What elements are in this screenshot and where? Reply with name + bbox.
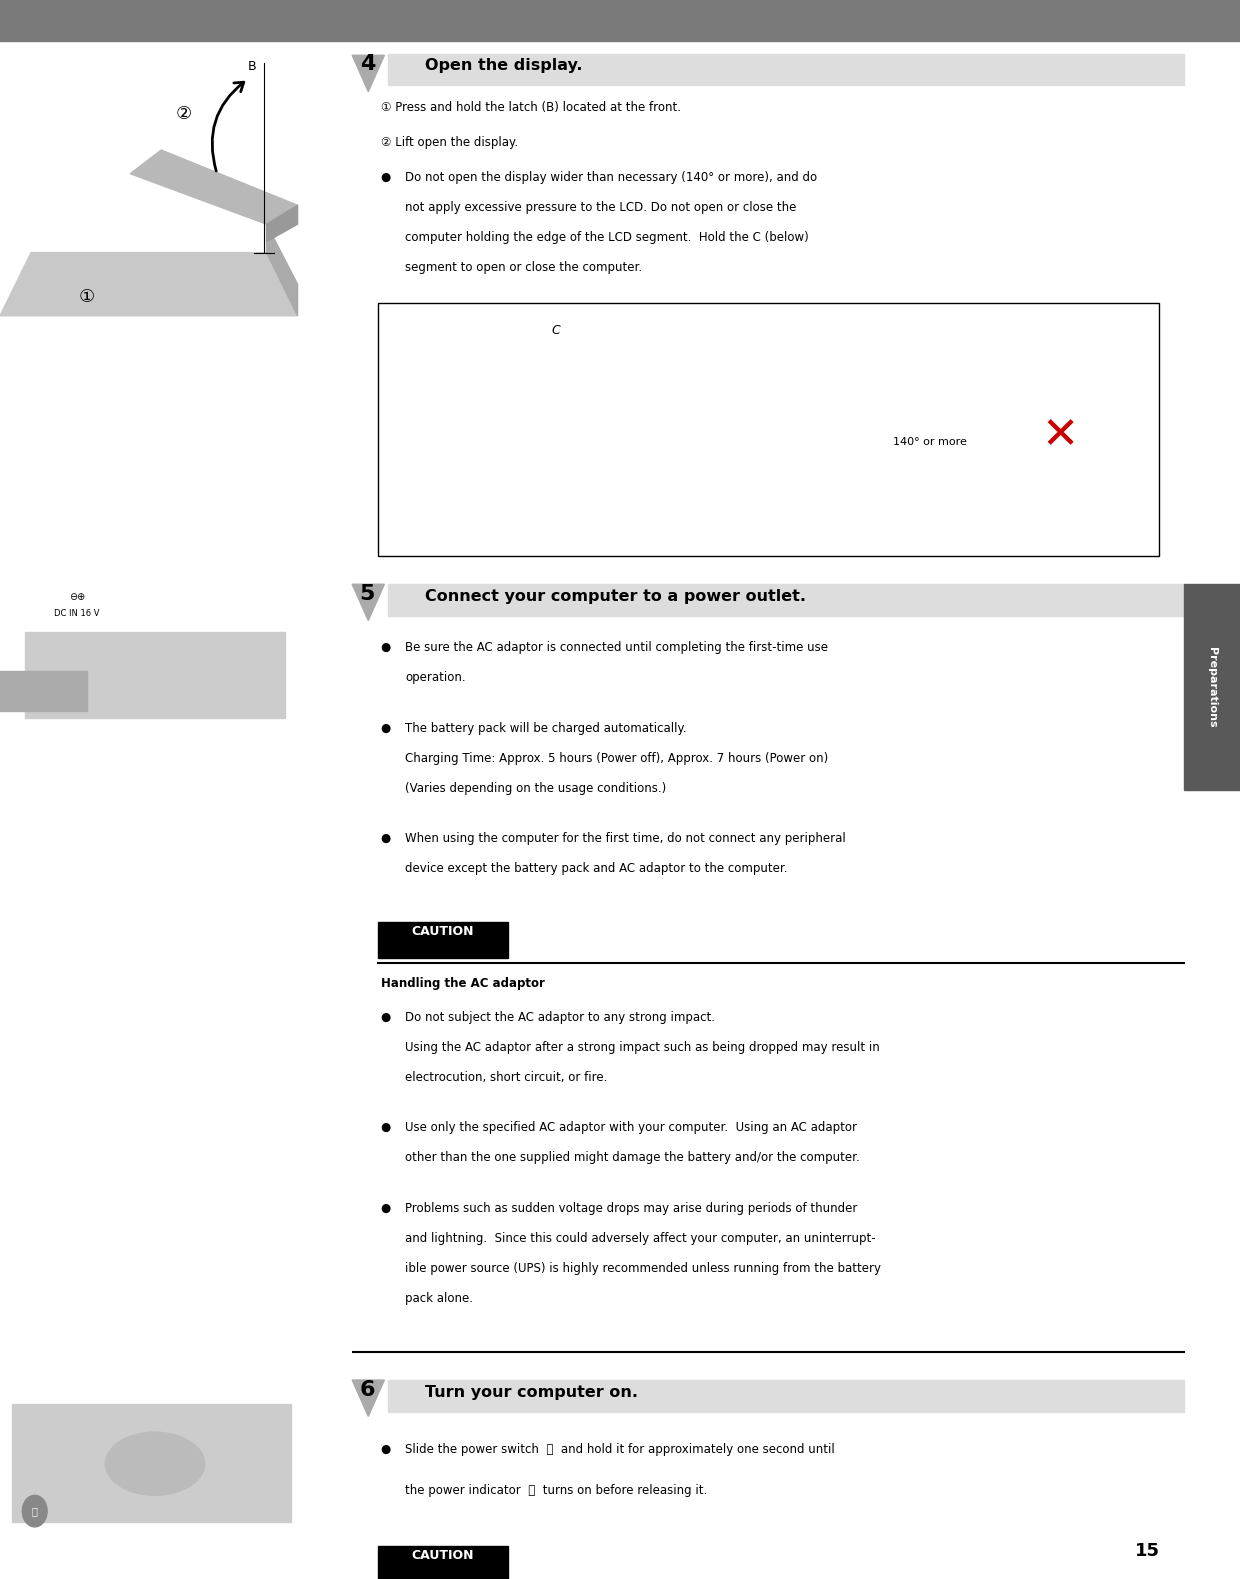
Polygon shape xyxy=(25,632,285,718)
Polygon shape xyxy=(352,55,384,92)
Text: Problems such as sudden voltage drops may arise during periods of thunder: Problems such as sudden voltage drops ma… xyxy=(405,1202,858,1214)
Text: 4: 4 xyxy=(360,54,374,74)
Text: The battery pack will be charged automatically.: The battery pack will be charged automat… xyxy=(405,722,687,734)
Text: B: B xyxy=(248,60,257,73)
Bar xyxy=(388,584,1184,616)
Text: ●: ● xyxy=(381,832,391,845)
Text: ●: ● xyxy=(381,1011,391,1023)
Polygon shape xyxy=(352,1380,384,1416)
Text: Open the display.: Open the display. xyxy=(425,58,583,73)
Text: Handling the AC adaptor: Handling the AC adaptor xyxy=(381,977,544,990)
Text: Turn your computer on.: Turn your computer on. xyxy=(425,1385,639,1399)
Bar xyxy=(388,54,1184,85)
Text: ●: ● xyxy=(381,1202,391,1214)
Text: Be sure the AC adaptor is connected until completing the first-time use: Be sure the AC adaptor is connected unti… xyxy=(405,641,828,654)
Bar xyxy=(378,1546,508,1579)
Bar xyxy=(0,0,1240,41)
Text: ●: ● xyxy=(381,1443,391,1456)
Text: ●: ● xyxy=(381,722,391,734)
Text: DC IN 16 V: DC IN 16 V xyxy=(55,609,99,619)
Text: computer holding the edge of the LCD segment.  Hold the C (below): computer holding the edge of the LCD seg… xyxy=(405,231,810,243)
Text: other than the one supplied might damage the battery and/or the computer.: other than the one supplied might damage… xyxy=(405,1151,861,1164)
Text: ●: ● xyxy=(381,641,391,654)
Text: ① Press and hold the latch (B) located at the front.: ① Press and hold the latch (B) located a… xyxy=(381,101,681,114)
Text: and lightning.  Since this could adversely affect your computer, an uninterrupt-: and lightning. Since this could adversel… xyxy=(405,1232,877,1244)
Text: ●: ● xyxy=(381,1121,391,1134)
Polygon shape xyxy=(0,671,87,711)
Bar xyxy=(388,1380,1184,1412)
Text: the power indicator  ⏻  turns on before releasing it.: the power indicator ⏻ turns on before re… xyxy=(405,1484,708,1497)
FancyArrowPatch shape xyxy=(212,82,244,171)
Polygon shape xyxy=(12,1404,291,1522)
Text: device except the battery pack and AC adaptor to the computer.: device except the battery pack and AC ad… xyxy=(405,862,787,875)
Text: ⊖⊕: ⊖⊕ xyxy=(68,592,86,602)
Polygon shape xyxy=(130,150,298,224)
Text: not apply excessive pressure to the LCD. Do not open or close the: not apply excessive pressure to the LCD.… xyxy=(405,201,797,213)
Text: Using the AC adaptor after a strong impact such as being dropped may result in: Using the AC adaptor after a strong impa… xyxy=(405,1041,880,1053)
Text: operation.: operation. xyxy=(405,671,466,684)
Text: Connect your computer to a power outlet.: Connect your computer to a power outlet. xyxy=(425,589,806,603)
Text: segment to open or close the computer.: segment to open or close the computer. xyxy=(405,261,642,273)
Text: When using the computer for the first time, do not connect any peripheral: When using the computer for the first ti… xyxy=(405,832,846,845)
Bar xyxy=(378,922,508,958)
Bar xyxy=(378,303,1159,556)
Text: Slide the power switch  ⏻  and hold it for approximately one second until: Slide the power switch ⏻ and hold it for… xyxy=(405,1443,836,1456)
Text: C: C xyxy=(552,324,560,336)
Polygon shape xyxy=(0,253,298,316)
Text: ②: ② xyxy=(175,104,192,123)
Text: electrocution, short circuit, or fire.: electrocution, short circuit, or fire. xyxy=(405,1071,611,1083)
Text: CAUTION: CAUTION xyxy=(412,1549,474,1562)
Polygon shape xyxy=(267,205,298,242)
Circle shape xyxy=(22,1495,47,1527)
Text: Charging Time: Approx. 5 hours (Power off), Approx. 7 hours (Power on): Charging Time: Approx. 5 hours (Power of… xyxy=(405,752,828,764)
Text: Do not open the display wider than necessary (140° or more), and do: Do not open the display wider than neces… xyxy=(405,171,817,183)
Text: pack alone.: pack alone. xyxy=(405,1292,474,1304)
Ellipse shape xyxy=(105,1432,205,1495)
Text: 6: 6 xyxy=(360,1380,374,1401)
Text: CAUTION: CAUTION xyxy=(412,925,474,938)
Text: 140° or more: 140° or more xyxy=(893,437,967,447)
Text: (Varies depending on the usage conditions.): (Varies depending on the usage condition… xyxy=(405,782,667,794)
Text: 15: 15 xyxy=(1135,1543,1159,1560)
Text: ●: ● xyxy=(381,171,391,183)
Text: ✕: ✕ xyxy=(1042,414,1079,456)
Polygon shape xyxy=(352,584,384,621)
Polygon shape xyxy=(267,224,298,316)
Text: 5: 5 xyxy=(360,584,374,605)
Text: ①: ① xyxy=(78,287,95,306)
Text: Preparations: Preparations xyxy=(1207,646,1218,728)
Text: Do not subject the AC adaptor to any strong impact.: Do not subject the AC adaptor to any str… xyxy=(405,1011,715,1023)
Text: ⏻: ⏻ xyxy=(32,1506,37,1516)
Text: ② Lift open the display.: ② Lift open the display. xyxy=(381,136,518,148)
Bar xyxy=(1184,584,1240,790)
Text: Use only the specified AC adaptor with your computer.  Using an AC adaptor: Use only the specified AC adaptor with y… xyxy=(405,1121,858,1134)
Text: ible power source (UPS) is highly recommended unless running from the battery: ible power source (UPS) is highly recomm… xyxy=(405,1262,882,1274)
